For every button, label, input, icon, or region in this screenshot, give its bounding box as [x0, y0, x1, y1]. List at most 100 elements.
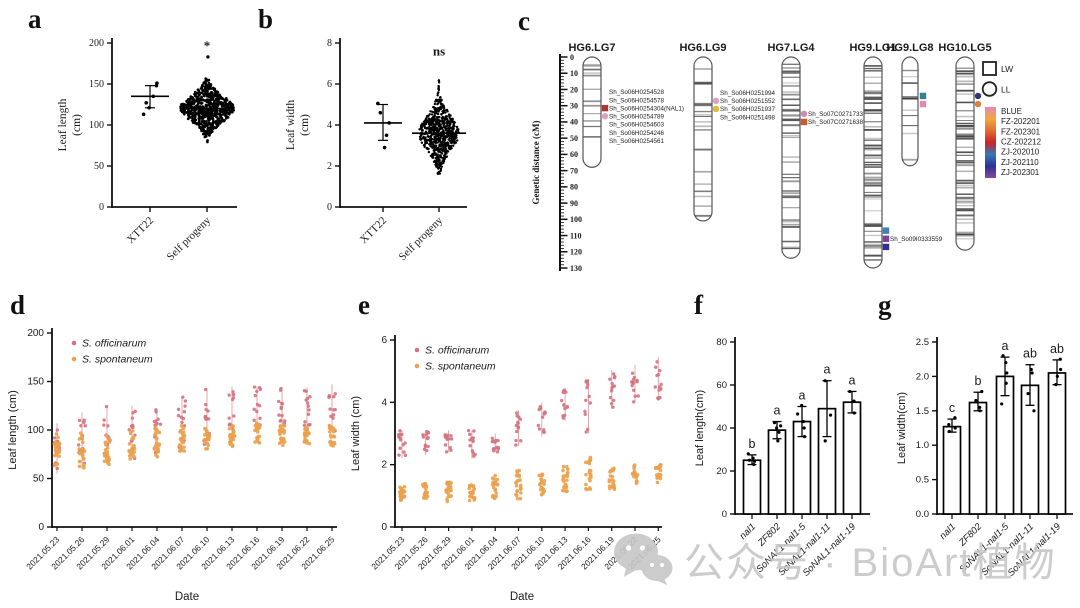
svg-text:40: 40 [716, 423, 727, 434]
svg-text:Sh_So07C0271733: Sh_So07C0271733 [808, 111, 863, 118]
svg-text:Sh_So06H0254304(NAL1): Sh_So06H0254304(NAL1) [609, 105, 684, 112]
panel-c-linkage-map: Genetic distance (cM) 0 10 20 30 40 50 60 70 80 90… [515, 5, 1080, 290]
svg-text:a: a [774, 404, 781, 418]
svg-text:0: 0 [722, 509, 727, 520]
panel-label-e: e [358, 290, 370, 320]
svg-text:ns: ns [433, 44, 445, 59]
svg-text:4: 4 [327, 120, 332, 131]
svg-text:a: a [824, 363, 831, 377]
svg-text:S. spontaneum: S. spontaneum [82, 354, 153, 366]
svg-text:150: 150 [89, 79, 104, 90]
svg-text:110: 110 [570, 231, 582, 240]
svg-text:50: 50 [94, 161, 104, 172]
chromosome-bands [902, 69, 918, 161]
panel-label-d: d [10, 290, 26, 320]
svg-text:0: 0 [99, 202, 104, 213]
svg-text:10: 10 [570, 69, 578, 78]
chromosome-bands [694, 68, 712, 217]
svg-text:2: 2 [381, 460, 387, 471]
svg-text:0: 0 [381, 522, 387, 533]
svg-text:50: 50 [570, 134, 578, 143]
svg-text:100: 100 [89, 120, 104, 131]
svg-text:200: 200 [89, 38, 104, 49]
svg-text:90: 90 [570, 199, 578, 208]
chromosome-bands [864, 64, 882, 261]
chromosome-bands [782, 63, 800, 250]
svg-text:40: 40 [570, 118, 578, 127]
svg-text:Sh_So06H0251937: Sh_So06H0251937 [720, 106, 775, 113]
svg-text:ZJ-202010: ZJ-202010 [1001, 148, 1040, 157]
series-S. officinarum [396, 357, 663, 459]
chromosome-bands [956, 67, 974, 240]
panel-e-leaf-width-timeseries: 0 2 4 6 Leaf width (cm) 2021.05.23 2021.05.26 2… [350, 288, 690, 608]
svg-text:Date: Date [510, 591, 534, 603]
svg-text:2.0: 2.0 [916, 371, 929, 382]
svg-text:60: 60 [716, 380, 727, 391]
svg-text:a: a [849, 373, 856, 387]
svg-text:Leaf width (cm): Leaf width (cm) [350, 396, 362, 471]
series-S. spontaneum [52, 421, 337, 470]
svg-text:Genetic distance (cM): Genetic distance (cM) [531, 121, 541, 205]
svg-text:0: 0 [570, 53, 574, 62]
svg-text:1.5: 1.5 [916, 406, 929, 417]
svg-text:Leaf width(cm): Leaf width(cm) [896, 392, 908, 464]
panel-label-c: c [518, 6, 530, 36]
svg-text:b: b [975, 374, 982, 388]
chromosome-bands [583, 64, 601, 138]
svg-text:Sh_So07C0271638: Sh_So07C0271638 [808, 119, 863, 126]
svg-text:Sh_So06H0254578: Sh_So06H0254578 [609, 97, 664, 104]
svg-text:130: 130 [570, 264, 582, 273]
svg-text:Date: Date [175, 591, 199, 603]
svg-text:HG6.LG7: HG6.LG7 [568, 42, 615, 54]
svg-text:Sh_So06H0251498: Sh_So06H0251498 [720, 114, 775, 121]
svg-text:a: a [799, 389, 806, 403]
svg-text:150: 150 [27, 377, 44, 388]
svg-text:c: c [949, 401, 955, 415]
svg-text:b: b [749, 437, 756, 451]
svg-text:Sh_So09I0333559: Sh_So09I0333559 [890, 236, 943, 243]
panel-d-leaf-length-timeseries: 0 50 100 150 200 Leaf length (cm) 2021.05.23 20… [5, 288, 355, 608]
svg-text:ab: ab [1023, 347, 1037, 361]
panel-g-leaf-width-barchart: 0.0 0.5 1.0 1.5 2.0 2.5 Leaf width(cm) c nal1 b ZF… [875, 288, 1080, 608]
chart-svg-a: 0 50 100 150 200 Leaf length (cm) XTT22 Self pro… [57, 38, 237, 263]
svg-text:8: 8 [327, 38, 332, 49]
svg-text:HG9.LG8: HG9.LG8 [886, 42, 933, 54]
watermark: 公众号 · BioArt植物 [612, 530, 1056, 588]
svg-text:Leaf width: Leaf width [285, 100, 297, 150]
svg-text:20: 20 [716, 466, 727, 477]
svg-text:CZ-202212: CZ-202212 [1001, 137, 1042, 146]
svg-text:Leaf length: Leaf length [57, 98, 69, 151]
svg-text:Self progeny: Self progeny [165, 214, 214, 263]
svg-text:(cm): (cm) [71, 114, 83, 136]
svg-text:Sh_So06H0254561: Sh_So06H0254561 [609, 138, 664, 145]
svg-text:Sh_So06H0251994: Sh_So06H0251994 [720, 90, 775, 97]
svg-text:S. officinarum: S. officinarum [82, 338, 146, 350]
svg-text:Sh_So06H0254246: Sh_So06H0254246 [609, 130, 664, 137]
series-S. spontaneum [397, 455, 663, 504]
svg-text:HG9.LG1: HG9.LG1 [849, 42, 896, 54]
chart-svg-c: Genetic distance (cM) 0 10 20 30 40 50 60 70 80 90… [531, 42, 1042, 273]
svg-text:(cm): (cm) [299, 114, 311, 136]
svg-text:0: 0 [327, 202, 332, 213]
svg-text:Sh_So06H0254603: Sh_So06H0254603 [609, 122, 664, 129]
svg-text:LW: LW [1001, 64, 1013, 74]
svg-text:XTT22: XTT22 [125, 215, 156, 246]
panel-b-leaf-width-dotplot: 0 2 4 6 8 Leaf width (cm) XTT22 Self progeny ns [255, 5, 490, 290]
svg-text:BLUE: BLUE [1001, 107, 1022, 116]
swarm-Self progeny [418, 79, 460, 176]
svg-text:50: 50 [33, 474, 45, 485]
svg-text:HG7.LG4: HG7.LG4 [767, 42, 815, 54]
wechat-icon [614, 533, 673, 585]
svg-text:2.5: 2.5 [916, 337, 929, 348]
svg-text:100: 100 [570, 215, 582, 224]
chart-svg-b: 0 2 4 6 8 Leaf width (cm) XTT22 Self progeny ns [285, 38, 467, 263]
swarm-Self progeny [179, 55, 236, 144]
svg-text:Leaf length(cm): Leaf length(cm) [694, 390, 706, 466]
panel-f-leaf-length-barchart: 0 20 40 60 80 Leaf length(cm) b nal1 a ZF802 a SoNA… [690, 288, 882, 608]
svg-text:80: 80 [570, 183, 578, 192]
svg-text:*: * [204, 38, 211, 53]
svg-text:Leaf length (cm): Leaf length (cm) [7, 390, 19, 469]
